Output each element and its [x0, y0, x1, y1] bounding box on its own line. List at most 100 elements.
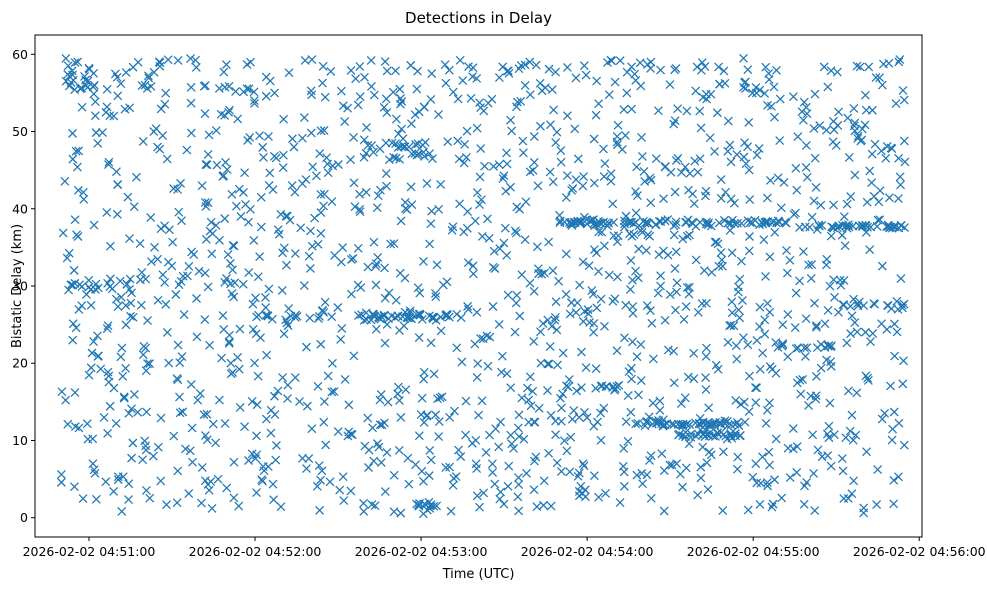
data-point-marker [802, 343, 812, 353]
data-point-marker [197, 181, 207, 191]
data-point-marker [203, 150, 213, 159]
data-point-marker [339, 496, 349, 506]
data-point-marker [847, 410, 857, 420]
data-point-marker [496, 487, 506, 497]
data-point-marker [80, 72, 90, 81]
data-point-marker [598, 144, 608, 154]
data-point-marker [529, 456, 539, 466]
data-point-marker [694, 429, 703, 439]
data-point-marker [718, 506, 728, 516]
data-point-marker [220, 418, 230, 428]
data-point-marker [745, 232, 754, 241]
data-point-marker [354, 311, 363, 320]
data-point-marker [173, 466, 183, 476]
data-point-marker [440, 60, 450, 70]
data-point-marker [160, 277, 170, 287]
data-point-marker [600, 321, 609, 331]
data-point-marker [434, 432, 444, 442]
data-point-marker [587, 286, 597, 295]
data-point-marker [658, 246, 668, 256]
data-point-marker [161, 299, 171, 309]
data-point-marker [626, 363, 636, 373]
data-point-marker [739, 152, 749, 162]
data-point-marker [323, 168, 333, 178]
data-point-marker [434, 110, 443, 119]
data-point-marker [56, 477, 66, 487]
data-point-marker [528, 165, 538, 175]
data-point-marker [104, 371, 114, 381]
data-point-marker [620, 333, 629, 343]
data-point-marker [429, 501, 439, 511]
data-point-marker [829, 200, 838, 210]
data-point-marker [456, 452, 466, 462]
data-point-marker [260, 293, 270, 302]
data-point-marker [798, 115, 808, 125]
data-point-marker [685, 230, 694, 240]
data-point-marker [816, 363, 826, 373]
data-point-marker [506, 182, 515, 192]
data-point-marker [769, 82, 779, 92]
data-point-marker [479, 488, 489, 498]
data-point-marker [186, 98, 196, 108]
data-point-marker [504, 461, 514, 471]
data-point-marker [761, 418, 771, 428]
data-point-marker [404, 479, 414, 489]
data-point-marker [752, 478, 762, 488]
data-point-marker [279, 329, 289, 339]
data-point-marker [143, 71, 153, 81]
data-point-marker [514, 480, 524, 489]
data-point-marker [726, 157, 736, 167]
data-point-marker [187, 247, 197, 257]
data-point-marker [631, 419, 641, 429]
data-point-marker [502, 250, 512, 260]
data-point-marker [220, 277, 230, 287]
data-point-marker [738, 333, 748, 343]
data-point-marker [109, 111, 119, 121]
data-point-marker [252, 450, 262, 460]
data-point-marker [626, 255, 636, 265]
data-point-marker [811, 322, 821, 332]
data-point-marker [455, 55, 465, 65]
data-point-marker [218, 311, 228, 320]
data-point-marker [634, 244, 644, 254]
data-point-marker [227, 289, 237, 298]
data-point-marker [528, 386, 538, 396]
data-point-marker [89, 337, 99, 347]
data-point-marker [842, 199, 852, 209]
data-point-marker [566, 219, 576, 229]
data-point-marker [382, 108, 392, 118]
data-point-marker [126, 311, 136, 321]
data-point-marker [302, 342, 311, 352]
data-point-marker [283, 380, 293, 390]
data-point-marker [252, 431, 261, 441]
data-point-marker [316, 126, 326, 136]
data-point-marker [765, 175, 775, 185]
data-point-marker [389, 470, 399, 480]
data-point-marker [504, 68, 514, 78]
data-point-marker [371, 259, 381, 269]
data-point-marker [819, 62, 829, 72]
data-point-marker [301, 175, 311, 184]
data-point-marker [197, 462, 207, 472]
data-point-marker [561, 249, 571, 259]
data-point-marker [393, 311, 403, 321]
data-point-marker [546, 120, 555, 130]
data-point-marker [452, 309, 462, 319]
data-point-marker [612, 346, 622, 356]
data-point-marker [141, 486, 151, 495]
data-point-marker [562, 62, 572, 72]
data-point-marker [279, 114, 289, 124]
data-point-marker [369, 456, 379, 466]
data-point-marker [223, 250, 233, 260]
data-point-marker [744, 246, 754, 256]
data-point-marker [499, 238, 509, 248]
data-point-marker [873, 465, 883, 475]
data-point-marker [176, 178, 186, 188]
data-point-marker [112, 209, 122, 219]
data-point-marker [823, 306, 833, 315]
data-point-marker [513, 423, 523, 433]
data-point-marker [765, 398, 774, 408]
data-point-marker [484, 233, 494, 243]
x-tick-label: 2026-02-02 04:52:00 [189, 544, 322, 559]
data-point-marker [346, 429, 356, 439]
